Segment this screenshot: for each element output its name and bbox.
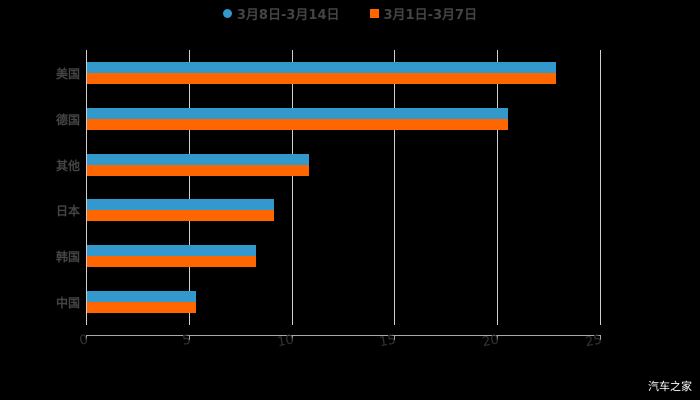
bar-series-1[interactable]: [87, 291, 196, 302]
grid-line: [394, 50, 395, 325]
x-tick: [189, 335, 190, 340]
y-category-label: 韩国: [55, 250, 80, 264]
bar-series-1[interactable]: [87, 199, 274, 210]
grid-line: [292, 50, 293, 325]
grid-line: [497, 50, 498, 325]
bar-series-2[interactable]: [87, 119, 508, 130]
grid-line: [600, 50, 601, 325]
legend-label: 3月8日-3月14日: [236, 7, 340, 23]
x-tick: [497, 335, 498, 340]
bar-series-2[interactable]: [87, 256, 256, 267]
bar-series-1[interactable]: [87, 108, 508, 119]
circle-marker-icon: [222, 8, 232, 18]
x-axis-line: [86, 335, 601, 336]
bar-series-2[interactable]: [87, 165, 309, 176]
y-axis-line: [86, 50, 87, 325]
chart-legend: 3月8日-3月14日 3月1日-3月7日: [0, 3, 700, 23]
bar-series-2[interactable]: [87, 73, 556, 84]
bar-series-2[interactable]: [87, 210, 274, 221]
legend-item-series-1[interactable]: 3月8日-3月14日: [222, 4, 340, 23]
x-tick: [86, 335, 87, 340]
bar-series-1[interactable]: [87, 62, 556, 73]
grid-line: [189, 50, 190, 325]
y-category-label: 日本: [55, 204, 80, 218]
x-tick-label: 0: [78, 332, 90, 349]
y-category-label: 德国: [55, 113, 80, 127]
y-category-label: 中国: [55, 296, 80, 310]
bar-series-2[interactable]: [87, 302, 196, 313]
square-marker-icon: [369, 8, 379, 18]
y-category-label: 其他: [55, 159, 80, 173]
watermark: 汽车之家: [648, 380, 692, 393]
x-tick: [600, 335, 601, 340]
bar-series-1[interactable]: [87, 245, 256, 256]
legend-item-series-2[interactable]: 3月1日-3月7日: [369, 4, 478, 23]
y-category-label: 美国: [55, 67, 80, 81]
x-tick: [394, 335, 395, 340]
bar-series-1[interactable]: [87, 154, 309, 165]
legend-label: 3月1日-3月7日: [383, 7, 478, 23]
x-tick: [292, 335, 293, 340]
